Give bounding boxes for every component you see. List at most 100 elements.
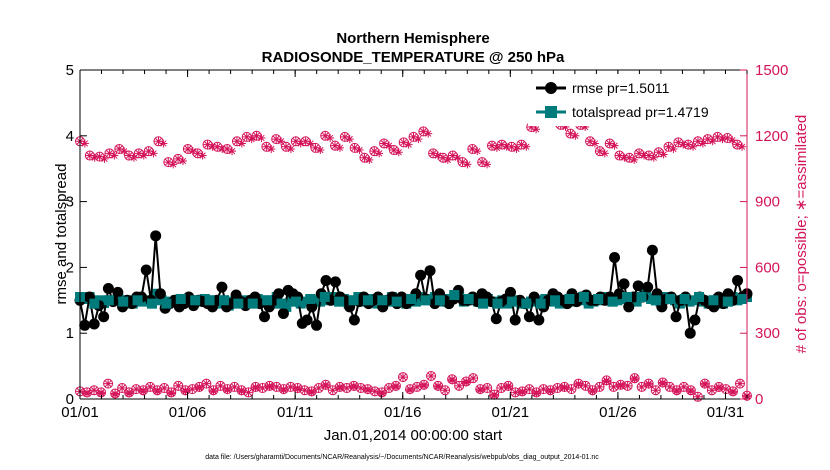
totalspread-point bbox=[708, 295, 719, 306]
legend-totalspread-label: totalspread pr=1.4719 bbox=[572, 104, 709, 120]
y2-tick-label: 1200 bbox=[755, 128, 788, 145]
obs-assimilated-00z-point bbox=[492, 143, 501, 152]
obs-assimilated-00z-point bbox=[620, 153, 629, 162]
obs-possible-12z-point bbox=[243, 387, 254, 398]
rmse-point bbox=[632, 280, 644, 292]
obs-assimilated-00z-point bbox=[267, 144, 276, 153]
obs-assimilated-12z-point bbox=[293, 385, 302, 394]
totalspread-point bbox=[622, 292, 633, 303]
obs-assimilated-12z-point bbox=[686, 387, 695, 396]
totalspread-point bbox=[406, 293, 417, 304]
rmse-point bbox=[301, 314, 313, 326]
rmse-point bbox=[684, 327, 696, 339]
totalspread-point bbox=[564, 293, 575, 304]
obs-assimilated-12z-point bbox=[630, 375, 639, 384]
chart-title: Northern Hemisphere bbox=[336, 30, 489, 47]
obs-assimilated-12z-point bbox=[237, 387, 246, 396]
totalspread-point bbox=[679, 293, 690, 304]
y2-axis-ticks: 0 300 600 900 1200 1500 bbox=[740, 62, 788, 408]
obs-assimilated-12z-point bbox=[405, 386, 414, 395]
obs-assimilated-00z-point bbox=[571, 131, 580, 140]
obs-assimilated-12z-point bbox=[223, 386, 232, 395]
obs-assimilated-00z-point bbox=[728, 136, 737, 145]
rmse-point bbox=[277, 307, 289, 319]
obs-assimilated-12z-point bbox=[420, 381, 429, 390]
totalspread-point bbox=[578, 292, 589, 303]
obs-possible-12z-point bbox=[482, 383, 493, 394]
obs-assimilated-00z-point bbox=[581, 123, 590, 132]
rmse-point bbox=[306, 301, 318, 313]
axes bbox=[79, 69, 748, 400]
obs-assimilated-00z-point bbox=[365, 155, 374, 164]
obs-assimilated-00z-point bbox=[335, 143, 344, 152]
obs-assimilated-12z-point bbox=[574, 380, 583, 389]
totalspread-point bbox=[247, 298, 258, 309]
y2-tick-label: 0 bbox=[755, 391, 763, 408]
totalspread-point bbox=[319, 292, 330, 303]
rmse-point bbox=[424, 265, 436, 277]
obs-assimilated-12z-point bbox=[167, 389, 176, 398]
obs-assimilated-00z-point bbox=[443, 155, 452, 164]
obs-possible-12z-point bbox=[117, 383, 128, 394]
obs-assimilated-00z-point bbox=[90, 153, 99, 162]
totalspread-point bbox=[305, 293, 316, 304]
obs-assimilated-12z-point bbox=[588, 387, 597, 396]
totalspread-point bbox=[175, 293, 186, 304]
rmse-point bbox=[689, 314, 701, 326]
totalspread-point bbox=[722, 296, 733, 307]
totalspread-point bbox=[377, 295, 388, 306]
obs-assimilated-00z-point bbox=[600, 149, 609, 158]
totalspread-point bbox=[650, 295, 661, 306]
obs-assimilated-12z-point bbox=[125, 389, 134, 398]
obs-assimilated-00z-point bbox=[414, 135, 423, 144]
obs-assimilated-00z-point bbox=[394, 148, 403, 157]
y-axis-ticks: 0 1 2 3 4 5 bbox=[66, 62, 87, 408]
obs-assimilated-12z-point bbox=[363, 386, 372, 395]
y2-tick-label: 900 bbox=[755, 194, 780, 211]
y-tick-label: 2 bbox=[66, 259, 74, 276]
totalspread-point bbox=[506, 296, 517, 307]
obs-assimilated-00z-point bbox=[502, 142, 511, 151]
obs-assimilated-00z-point bbox=[159, 139, 168, 148]
rmse-point bbox=[490, 313, 502, 325]
y-axis-label: rmse and totalspread bbox=[53, 164, 70, 305]
obs-assimilated-12z-point bbox=[448, 376, 457, 385]
y-tick-label: 5 bbox=[66, 62, 74, 79]
obs-assimilated-12z-point bbox=[434, 382, 443, 391]
obs-assimilated-00z-point bbox=[590, 139, 599, 148]
obs-assimilated-00z-point bbox=[424, 129, 433, 138]
totalspread-point bbox=[607, 296, 618, 307]
obs-assimilated-00z-point bbox=[247, 135, 256, 144]
x-tick-label: 01/21 bbox=[492, 404, 530, 421]
obs-assimilated-12z-point bbox=[616, 381, 625, 390]
obs-possible-12z-point bbox=[650, 385, 661, 396]
totalspread-point bbox=[204, 295, 215, 306]
obs-assimilated-00z-point bbox=[404, 140, 413, 149]
y-tick-label: 3 bbox=[66, 194, 74, 211]
chart-subtitle: RADIOSONDE_TEMPERATURE @ 250 hPa bbox=[262, 49, 565, 66]
totalspread-point bbox=[593, 293, 604, 304]
obs-assimilated-12z-point bbox=[195, 384, 204, 393]
rmse-point bbox=[609, 252, 621, 264]
obs-possible-12z-point bbox=[524, 384, 535, 395]
rmse-point bbox=[154, 288, 166, 300]
obs-assimilated-12z-point bbox=[532, 389, 541, 398]
obs-assimilated-12z-point bbox=[644, 380, 653, 389]
obs-assimilated-00z-point bbox=[306, 139, 315, 148]
legend-rmse-label: rmse pr=1.5011 bbox=[572, 80, 670, 96]
obs-assimilated-00z-point bbox=[277, 137, 286, 146]
obs-assimilated-00z-point bbox=[345, 135, 354, 144]
x-axis-ticks: 01/01 01/06 01/11 01/16 01/21 01/26 01/31 bbox=[61, 70, 748, 421]
rmse-point bbox=[88, 318, 100, 330]
x-tick-label: 01/06 bbox=[169, 404, 207, 421]
totalspread-point bbox=[521, 298, 532, 309]
obs-assimilated-00z-point bbox=[561, 123, 570, 132]
x-axis-label: Jan.01,2014 00:00:00 start bbox=[324, 427, 503, 444]
rmse-series bbox=[74, 230, 753, 339]
obs-assimilated-12z-point bbox=[714, 384, 723, 393]
obs-assimilated-00z-point bbox=[630, 155, 639, 164]
obs-assimilated-12z-point bbox=[265, 382, 274, 391]
obs-possible-12z-point bbox=[440, 385, 451, 396]
totalspread-point bbox=[262, 295, 273, 306]
rmse-point bbox=[732, 275, 744, 287]
